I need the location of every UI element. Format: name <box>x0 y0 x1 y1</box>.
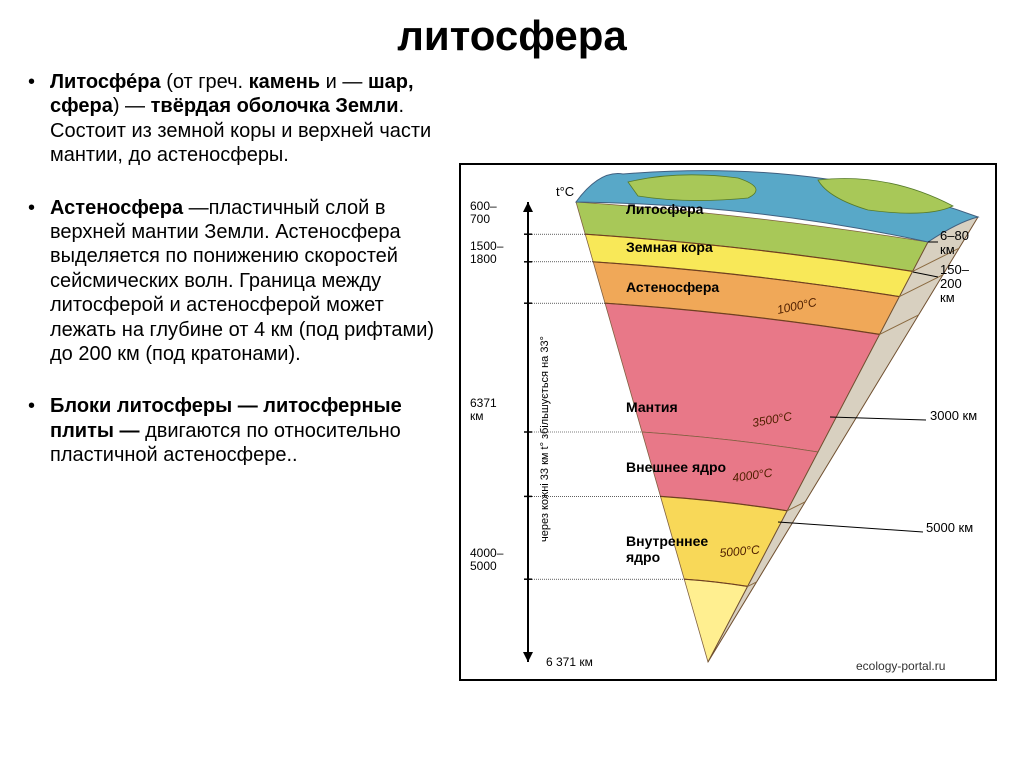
svg-text:6–80: 6–80 <box>940 228 969 243</box>
svg-text:6371: 6371 <box>470 396 497 410</box>
svg-text:Внутреннее: Внутреннее <box>626 533 708 549</box>
svg-text:3000 км: 3000 км <box>930 408 977 423</box>
page-title: литосфера <box>0 0 1024 70</box>
svg-text:ядро: ядро <box>626 549 660 565</box>
svg-text:км: км <box>940 290 955 305</box>
svg-text:t°C: t°C <box>556 184 574 199</box>
svg-text:Мантия: Мантия <box>626 399 678 415</box>
svg-text:5000 км: 5000 км <box>926 520 973 535</box>
diagram-column: Литосфера Земная кора Астеносфера Мантия Вне… <box>458 70 1006 767</box>
svg-text:4000–: 4000– <box>470 546 504 560</box>
content-row: Литосфе́ра (от греч. камень и — шар, сфе… <box>0 70 1024 767</box>
svg-text:1800: 1800 <box>470 252 497 266</box>
svg-text:ecology-portal.ru: ecology-portal.ru <box>856 659 945 673</box>
svg-text:6 371 км: 6 371 км <box>546 655 593 669</box>
svg-text:600–: 600– <box>470 199 497 213</box>
svg-text:5000: 5000 <box>470 559 497 573</box>
text-column: Литосфе́ра (от греч. камень и — шар, сфе… <box>18 70 438 767</box>
svg-text:км: км <box>940 242 955 257</box>
svg-text:1500–: 1500– <box>470 239 504 253</box>
paragraph-3: Блоки литосферы — литосферные плиты — дв… <box>18 394 438 467</box>
svg-text:Внешнее ядро: Внешнее ядро <box>626 459 726 475</box>
svg-text:Астеносфера: Астеносфера <box>626 279 719 295</box>
svg-text:Земная кора: Земная кора <box>626 239 713 255</box>
svg-text:700: 700 <box>470 212 490 226</box>
svg-text:150–: 150– <box>940 262 970 277</box>
svg-text:км: км <box>470 409 484 423</box>
paragraph-2: Астеносфера —пластичный слой в верхней м… <box>18 196 438 367</box>
svg-text:Литосфера: Литосфера <box>626 201 704 217</box>
paragraph-1: Литосфе́ра (от греч. камень и — шар, сфе… <box>18 70 438 168</box>
earth-structure-diagram: Литосфера Земная кора Астеносфера Мантия Вне… <box>458 162 998 692</box>
svg-text:через кожні 33 км t° збільшуєт: через кожні 33 км t° збільшується на 33° <box>539 336 551 542</box>
svg-text:200: 200 <box>940 276 962 291</box>
